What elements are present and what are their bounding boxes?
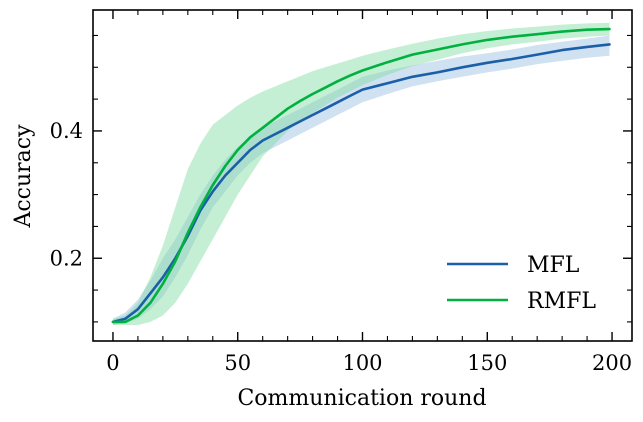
x-tick-label: 200 xyxy=(592,351,632,375)
x-tick-label: 0 xyxy=(106,351,119,375)
band-mfl xyxy=(113,35,610,326)
y-axis-label: Accuracy xyxy=(11,124,36,229)
y-tick-label: 0.4 xyxy=(50,119,83,143)
band-rmfl xyxy=(113,22,610,326)
x-tick-label: 150 xyxy=(467,351,507,375)
confidence-bands xyxy=(113,22,610,326)
line-rmfl xyxy=(111,27,611,324)
x-tick-label: 50 xyxy=(224,351,251,375)
legend-label-mfl: MFL xyxy=(527,253,580,278)
series-lines xyxy=(111,27,611,324)
ticks xyxy=(93,10,632,341)
tick-labels: 0 50 100 150 200 0.2 0.4 xyxy=(50,119,632,375)
legend: MFL RMFL xyxy=(447,253,596,314)
x-axis-label: Communication round xyxy=(237,386,486,411)
x-tick-label: 100 xyxy=(342,351,382,375)
legend-label-rmfl: RMFL xyxy=(527,289,596,314)
y-tick-label: 0.2 xyxy=(50,246,83,270)
